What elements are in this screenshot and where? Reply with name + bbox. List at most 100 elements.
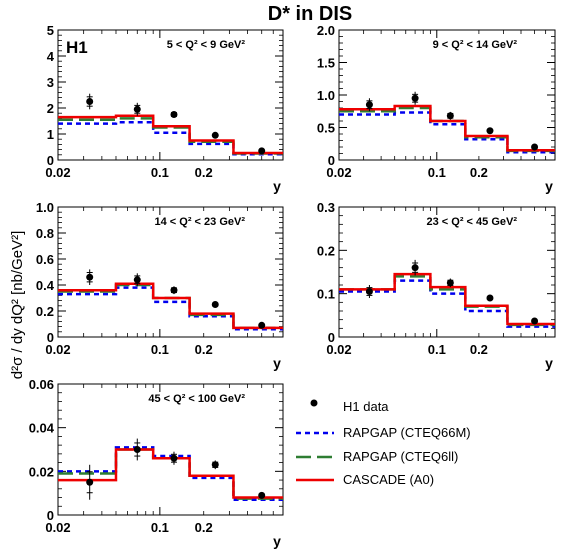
panel-5-xtick-label: 0.2 — [195, 520, 213, 535]
panel-2-data-point — [411, 94, 419, 102]
panel-3-ytick-label: 0.6 — [36, 252, 54, 267]
panel-5-data-point — [211, 461, 219, 469]
panel-2-ytick-label: 0 — [328, 153, 335, 168]
panel-3-data-point — [211, 301, 219, 308]
panel-3-xtick-label: 0.2 — [195, 342, 213, 357]
panel-1-xtick-label: 0.2 — [195, 165, 213, 180]
panel-1-ytick-label: 4 — [47, 49, 55, 64]
panel-5-xtick-label: 0.1 — [151, 520, 169, 535]
panel-1-data-point — [170, 111, 178, 118]
y-axis-title: d²σ / dy dQ² [nb/GeV²] — [9, 231, 26, 379]
panel-1-ytick-label: 1 — [47, 127, 54, 142]
panel-2-ytick-label: 2.0 — [317, 23, 335, 38]
panel-5-data-point — [86, 478, 94, 486]
legend-marker-data — [310, 399, 318, 407]
panel-2-q2-range-label: 9 < Q² < 14 GeV² — [433, 39, 518, 51]
panel-1-data-point — [133, 105, 141, 113]
panel-1-series-rapgap-cteq6ll — [58, 117, 283, 155]
panel-1-ytick-label: 0 — [47, 153, 54, 168]
panel-1-data-point — [86, 98, 94, 105]
panel-2-x-axis-label: y — [545, 178, 553, 194]
panel-2-ytick-label: 1.5 — [317, 56, 335, 71]
panel-3-xtick-label: 0.1 — [151, 342, 169, 357]
panel-3-ytick-label: 1.0 — [36, 200, 54, 215]
legend-label-rapgap-cteq66m: RAPGAP (CTEQ66M) — [343, 425, 471, 440]
panel-4-x-axis-label: y — [545, 355, 553, 371]
panel-1-ytick-label: 3 — [47, 75, 54, 90]
legend-entry-cascade: CASCADE (A0) — [296, 472, 434, 487]
panels: 0 1 2 3 4 5 0.02 0.1 0.2 y 5 < Q² < 9 GeV² 0 0.5 1.0 1… — [29, 23, 556, 549]
panel-2-xtick-label: 0.2 — [470, 165, 488, 180]
panel-2-ytick-label: 1.0 — [317, 88, 335, 103]
panel-4-xtick-label: 0.2 — [470, 342, 488, 357]
panel-5-ytick-label: 0.02 — [29, 464, 54, 479]
figure-title: D* in DIS — [268, 3, 352, 25]
panel-3-data-point — [133, 276, 141, 284]
panel-3-series-rapgap-cteq66m — [58, 286, 283, 331]
panel-3-q2-range-label: 14 < Q² < 23 GeV² — [155, 216, 246, 228]
panel-5-x-axis-label: y — [273, 533, 281, 549]
panel-5-xtick-label: 0.02 — [45, 520, 70, 535]
panel-2-series-rapgap-cteq66m — [339, 111, 555, 154]
panel-2-data-point — [365, 101, 373, 109]
panel-1-q2-range-label: 5 < Q² < 9 GeV² — [167, 39, 246, 51]
legend-entry-rapgap-cteq66m: RAPGAP (CTEQ66M) — [296, 425, 471, 440]
panel-1-xtick-label: 0.02 — [45, 165, 70, 180]
panel-4-ytick-label: 0 — [328, 330, 335, 345]
panel-5-data-point — [133, 446, 141, 453]
panel-1-xtick-label: 0.1 — [151, 165, 169, 180]
panel-3-frame — [57, 206, 284, 338]
panel-2-xtick-label: 0.1 — [428, 165, 446, 180]
panel-2-data-point — [531, 143, 539, 151]
panel-4: 0 0.1 0.2 0.3 0.02 0.1 0.2 y 23 < Q² < 45 GeV² — [317, 200, 556, 371]
panel-5-ytick-label: 0 — [47, 508, 54, 523]
panel-3-ytick-label: 0.2 — [36, 304, 54, 319]
panel-5-data-point — [170, 454, 178, 462]
panel-4-xtick-label: 0.1 — [428, 342, 446, 357]
panel-2-series-rapgap-cteq6ll — [339, 106, 555, 153]
legend-entry-rapgap-cteq6ll: RAPGAP (CTEQ6ll) — [296, 449, 458, 464]
panel-1-data-point — [258, 147, 266, 155]
legend-label-data: H1 data — [343, 399, 389, 414]
panel-3-series-cascade — [58, 282, 283, 330]
panel-2: 0 0.5 1.0 1.5 2.0 0.02 0.1 0.2 y 9 < Q² < 14 GeV² — [317, 23, 556, 194]
panel-3-x-axis-label: y — [273, 355, 281, 371]
legend-entry-data: H1 data — [310, 399, 389, 414]
panel-4-ytick-label: 0.2 — [317, 243, 335, 258]
panel-1-ytick-label: 2 — [47, 101, 54, 116]
panel-1-data-point — [211, 131, 219, 139]
experiment-label: H1 — [66, 38, 88, 57]
panel-4-data-point — [446, 279, 454, 287]
panel-5-ytick-label: 0.04 — [29, 421, 55, 436]
panel-1: 0 1 2 3 4 5 0.02 0.1 0.2 y 5 < Q² < 9 GeV² — [45, 23, 284, 194]
panel-4-data-point — [486, 294, 494, 302]
panel-1-series-cascade — [58, 114, 283, 155]
panel-1-ytick-label: 5 — [47, 23, 54, 38]
panel-4-ytick-label: 0.3 — [317, 200, 335, 215]
panel-3-data-point — [170, 286, 178, 294]
panel-5-data-point — [258, 491, 266, 499]
panel-5-q2-range-label: 45 < Q² < 100 GeV² — [148, 393, 245, 405]
panel-1-x-axis-label: y — [273, 178, 281, 194]
panel-4-xtick-label: 0.02 — [326, 342, 351, 357]
panel-2-xtick-label: 0.02 — [326, 165, 351, 180]
legend: H1 data RAPGAP (CTEQ66M) RAPGAP (CTEQ6ll… — [296, 399, 471, 487]
panel-3-ytick-label: 0.8 — [36, 226, 54, 241]
panel-1-frame — [57, 29, 284, 161]
panel-3-data-point — [86, 273, 94, 281]
panel-2-series-cascade — [339, 104, 555, 152]
panel-2-data-point — [446, 112, 454, 120]
panel-4-data-point — [365, 288, 373, 295]
panel-3-data-point — [258, 321, 266, 329]
panel-4-data-point — [531, 317, 539, 325]
panel-4-ytick-label: 0.1 — [317, 287, 335, 302]
legend-label-cascade: CASCADE (A0) — [343, 472, 434, 487]
panel-4-series-cascade — [339, 272, 555, 326]
panel-3-ytick-label: 0 — [47, 330, 54, 345]
panel-4-data-point — [411, 264, 419, 272]
panel-3-ytick-label: 0.4 — [36, 278, 55, 293]
panel-5-ytick-label: 0.06 — [29, 377, 54, 392]
panel-2-data-point — [486, 127, 494, 135]
panel-2-ytick-label: 0.5 — [317, 121, 335, 136]
